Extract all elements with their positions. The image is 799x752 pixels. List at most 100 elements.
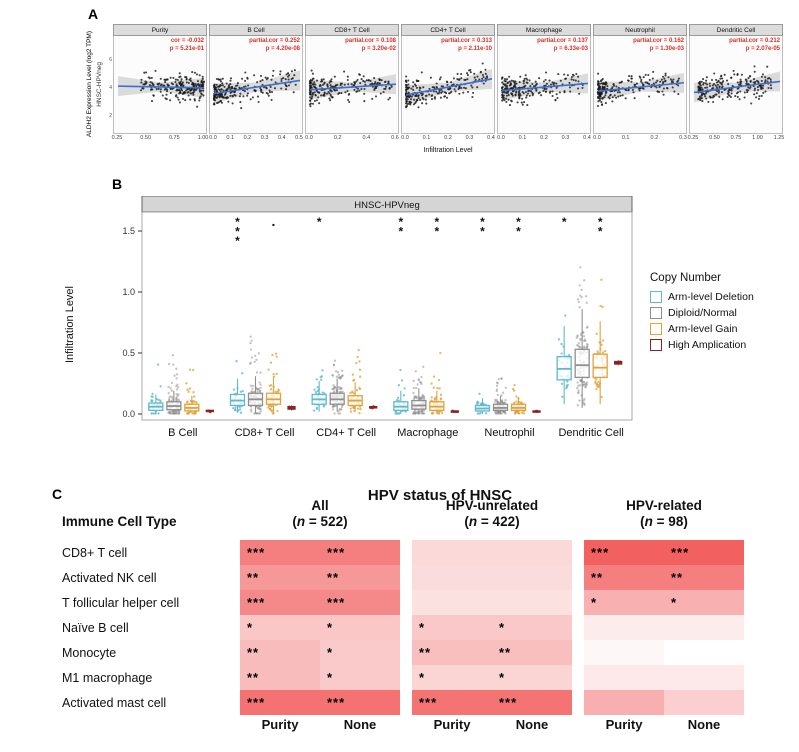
x-tick-label: 0.4: [277, 135, 286, 141]
correlation-stats: partial.cor = 0.137 p = 6.33e-03: [537, 38, 588, 52]
facet-title: B Cell: [209, 24, 303, 36]
correlation-stats: partial.cor = 0.252 p = 4.20e-08: [249, 38, 300, 52]
svg-text:*: *: [398, 225, 403, 239]
svg-text:CD8+ T Cell: CD8+ T Cell: [235, 427, 295, 439]
heatmap-cell: **: [240, 640, 320, 665]
svg-text:1.5: 1.5: [122, 226, 135, 236]
correlation-stats: partial.cor = 0.212 p = 2.07e-05: [729, 38, 780, 52]
x-tick-label: 0.0: [497, 135, 505, 141]
heatmap-cell: *: [320, 640, 400, 665]
row-label: T follicular helper cell: [62, 595, 180, 610]
svg-text:*: *: [516, 225, 521, 239]
correlation-stats: partial.cor = 0.313 p = 2.11e-10: [441, 38, 492, 52]
svg-text:*: *: [398, 215, 403, 229]
scatter-plot-area: partial.cor = 0.252 p = 4.20e-08: [209, 36, 303, 134]
heatmap-cell: [412, 590, 492, 615]
heatmap-row: Activated NK cell ** ** ** **: [62, 565, 744, 590]
x-tick-labels: 0.0 0.1 0.2 0.3 0.4: [401, 134, 495, 143]
scatter-plot-area: cor = -0.032 p = 5.21e-01: [113, 36, 207, 134]
scatter-subplot: CD8+ T Cell partial.cor = 0.108 p = 3.20e-…: [305, 24, 399, 144]
svg-text:*: *: [562, 215, 567, 229]
x-tick-label: 0.2: [650, 135, 659, 141]
heatmap-row: Activated mast cell *** *** *** ***: [62, 690, 744, 715]
heatmap-cell: **: [584, 565, 664, 590]
x-tick-label: 0.0: [401, 135, 409, 141]
bottom-label: Purity: [605, 717, 643, 732]
legend-title: Copy Number: [650, 272, 721, 284]
x-tick-label: 0.25: [687, 135, 699, 141]
scatter-subplot: B Cell partial.cor = 0.252 p = 4.20e-08 0.0…: [209, 24, 303, 144]
heatmap-cell: *: [412, 615, 492, 640]
heatmap-cell: ***: [492, 690, 572, 715]
legend-label: Diploid/Normal: [668, 307, 737, 319]
legend-swatch-icon: [650, 323, 662, 335]
svg-text:*: *: [434, 215, 439, 229]
svg-text:0.0: 0.0: [122, 409, 135, 419]
x-tick-labels: 0.0 0.1 0.2 0.3: [593, 134, 687, 143]
x-tick-label: 0.6: [391, 135, 399, 141]
heatmap-cell: **: [492, 640, 572, 665]
x-tick-label: 1.00: [197, 135, 209, 141]
heatmap-cell: *: [320, 615, 400, 640]
legend-item: Arm-level Deletion: [650, 291, 754, 303]
scatter-plot-area: partial.cor = 0.162 p = 1.30e-03: [593, 36, 687, 134]
svg-text:HNSC-HPVneg: HNSC-HPVneg: [354, 200, 419, 211]
heatmap-cell: *: [664, 590, 744, 615]
heatmap-row: T follicular helper cell *** *** * *: [62, 590, 744, 615]
row-label: M1 macrophage: [62, 670, 153, 685]
scatter-plot-area: partial.cor = 0.313 p = 2.11e-10: [401, 36, 495, 134]
column-group-header: HPV-unrelated (n = 422): [445, 498, 539, 530]
svg-text:*: *: [480, 215, 485, 229]
x-tick-labels: 0.0 0.2 0.4 0.6: [305, 134, 399, 143]
scatter-subplot: Neutrophil partial.cor = 0.162 p = 1.30e-0…: [593, 24, 687, 144]
svg-text:Dendritic Cell: Dendritic Cell: [558, 427, 623, 439]
heatmap-cell: ***: [664, 540, 744, 565]
immune-cell-type-header: Immune Cell Type: [62, 514, 177, 529]
heatmap-cell: [584, 615, 664, 640]
x-tick-label: 0.75: [168, 135, 180, 141]
heatmap-cell: ***: [240, 590, 320, 615]
heatmap-row: M1 macrophage ** * * *: [62, 665, 744, 690]
scatter-row: Purity cor = -0.032 p = 5.21e-01 0.25 0.50 0.…: [111, 24, 785, 144]
x-tick-label: 0.1: [518, 135, 527, 141]
svg-text:0.5: 0.5: [122, 348, 135, 358]
x-tick-label: 0.1: [422, 135, 431, 141]
heatmap-cell: [412, 540, 492, 565]
x-tick-label: 0.25: [111, 135, 123, 141]
x-tick-labels: 0.25 0.50 0.75 1.00 1.25: [687, 134, 785, 143]
x-tick-label: 0.2: [333, 135, 342, 141]
legend-item: Arm-level Gain: [650, 323, 754, 335]
facet-row-label: HNSC-HPVneg: [95, 61, 103, 107]
x-tick-labels: 0.0 0.1 0.2 0.3 0.4 0.5: [209, 134, 303, 143]
x-tick-label: 0.75: [730, 135, 742, 141]
x-tick-label: 0.4: [362, 135, 371, 141]
heatmap-cell: [492, 590, 572, 615]
heatmap-cell: ***: [240, 540, 320, 565]
heatmap-cell: [664, 690, 744, 715]
heatmap-title: HPV status of HNSC: [367, 487, 513, 504]
scatter-plot-area: partial.cor = 0.212 p = 2.07e-05: [689, 36, 783, 134]
heatmap-cell: ***: [320, 540, 400, 565]
bottom-label: None: [687, 717, 721, 732]
heatmap-col-headers: All (n = 522) HPV-unrelated (n = 422) HPV-re…: [240, 498, 744, 530]
legend-item: High Amplication: [650, 339, 754, 351]
bottom-label: Purity: [433, 717, 471, 732]
heatmap-cell: [584, 640, 664, 665]
x-tick-label: 0.0: [209, 135, 217, 141]
y-axis-label-a: ALDH2 Expression Level (log2 TPM): [85, 30, 93, 138]
x-tick-label: 1.25: [773, 135, 785, 141]
x-tick-label: 0.0: [593, 135, 601, 141]
x-tick-label: 1.00: [752, 135, 763, 141]
panel-a-label: A: [88, 6, 99, 22]
legend-label: Arm-level Deletion: [668, 291, 754, 303]
heatmap-bottom-labels: Purity None Purity None Purity None: [240, 717, 744, 732]
svg-text:*: *: [516, 215, 521, 229]
scatter-plot-area: partial.cor = 0.137 p = 6.33e-03: [497, 36, 591, 134]
bottom-label: None: [515, 717, 549, 732]
x-tick-label: 0.2: [243, 135, 252, 141]
legend-swatch-icon: [650, 291, 662, 303]
svg-text:*: *: [434, 225, 439, 239]
heatmap-cell: **: [412, 640, 492, 665]
heatmap-cell: **: [664, 565, 744, 590]
x-tick-labels: 0.0 0.1 0.2 0.3 0.4: [497, 134, 591, 143]
